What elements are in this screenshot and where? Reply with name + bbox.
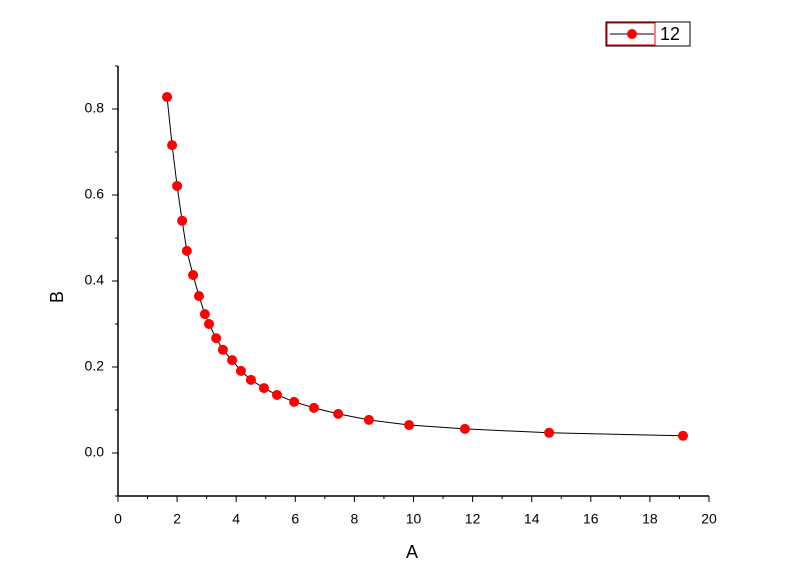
- x-tick-label: 6: [291, 511, 299, 527]
- y-tick-label: 0.0: [85, 444, 105, 460]
- x-tick-label: 18: [642, 511, 658, 527]
- x-axis-title: A: [406, 542, 418, 562]
- y-axis-title: B: [47, 291, 67, 303]
- data-point: [193, 291, 204, 302]
- data-point: [211, 333, 222, 344]
- data-point: [235, 365, 246, 376]
- data-point: [363, 414, 374, 425]
- data-point: [271, 389, 282, 400]
- data-point: [258, 383, 269, 394]
- data-point: [188, 269, 199, 280]
- legend-frame: [606, 22, 656, 46]
- x-tick-label: 0: [114, 511, 122, 527]
- data-point: [172, 180, 183, 191]
- data-point: [544, 427, 555, 438]
- data-point: [459, 423, 470, 434]
- data-point: [167, 140, 178, 151]
- legend-marker: [627, 29, 637, 39]
- x-tick-label: 14: [524, 511, 540, 527]
- y-tick-label: 0.8: [85, 100, 105, 116]
- data-point: [404, 420, 415, 431]
- data-point: [217, 344, 228, 355]
- data-point: [677, 430, 688, 441]
- data-point: [308, 402, 319, 413]
- legend-label: 12: [660, 24, 680, 44]
- data-point: [204, 319, 215, 329]
- y-tick-label: 0.4: [85, 272, 105, 288]
- y-tick-label: 0.2: [85, 358, 105, 374]
- data-point: [289, 396, 300, 407]
- data-point: [333, 408, 344, 419]
- x-tick-label: 4: [232, 511, 240, 527]
- data-point: [181, 245, 192, 256]
- x-tick-label: 16: [583, 511, 599, 527]
- data-point: [227, 355, 238, 366]
- x-tick-label: 12: [465, 511, 481, 527]
- data-point: [199, 309, 210, 320]
- x-tick-label: 2: [173, 511, 181, 527]
- x-tick-label: 10: [406, 511, 422, 527]
- data-point: [162, 91, 173, 102]
- series-line: [166, 96, 684, 437]
- data-point: [177, 215, 188, 226]
- x-tick-label: 20: [701, 511, 717, 527]
- y-tick-label: 0.6: [85, 186, 105, 202]
- x-tick-label: 8: [351, 511, 359, 527]
- data-point: [245, 374, 256, 385]
